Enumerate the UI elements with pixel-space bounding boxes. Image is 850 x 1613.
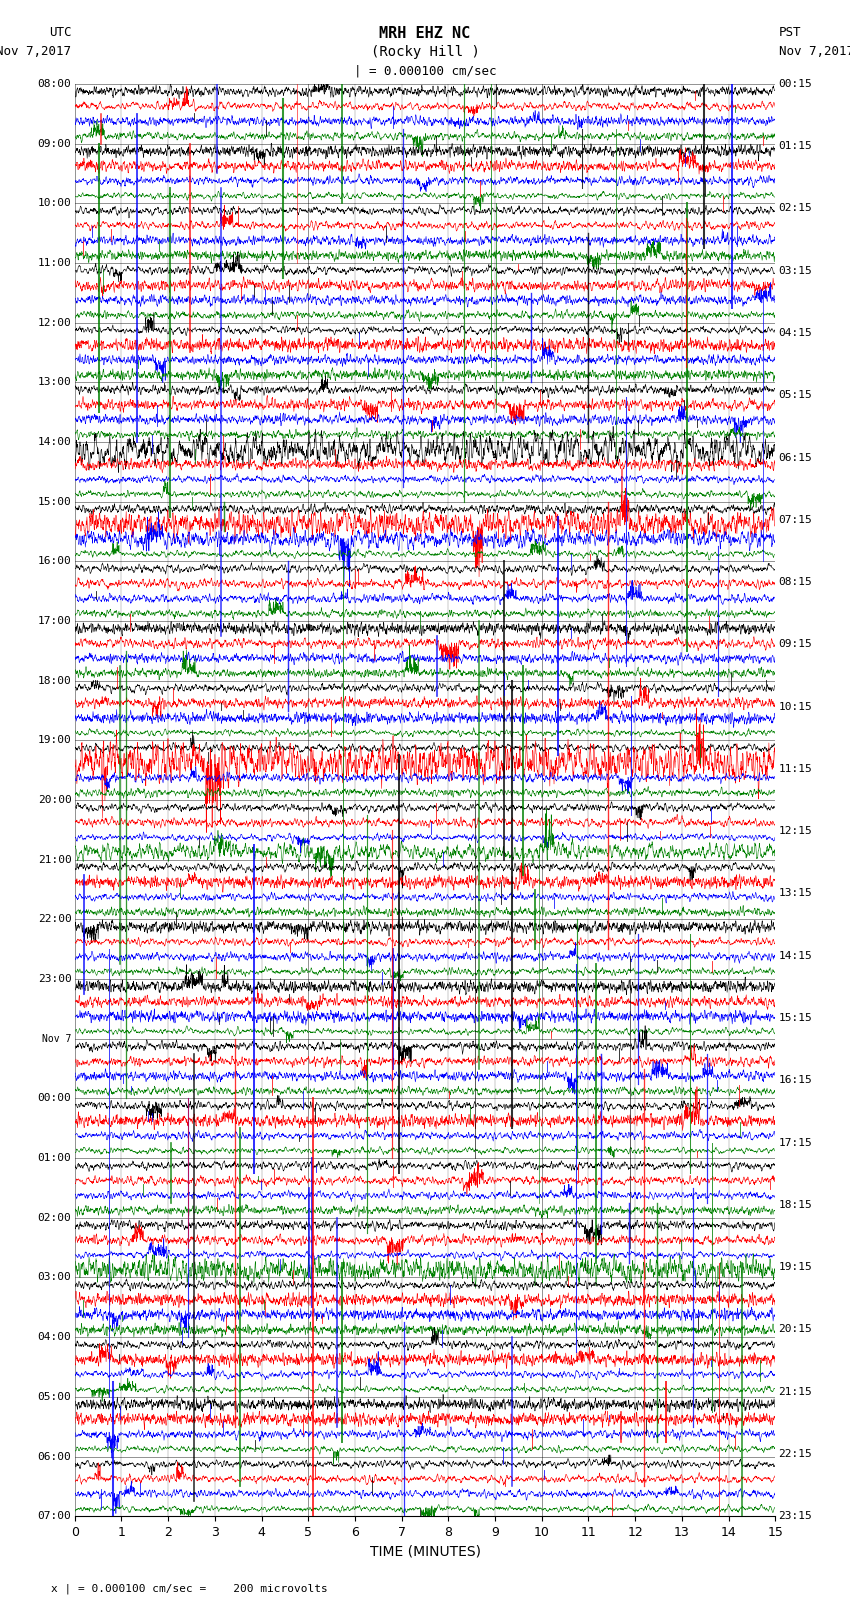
Text: 08:00: 08:00 (37, 79, 71, 89)
Text: 15:00: 15:00 (37, 497, 71, 506)
Text: 12:15: 12:15 (779, 826, 813, 836)
X-axis label: TIME (MINUTES): TIME (MINUTES) (370, 1545, 480, 1558)
Text: 13:00: 13:00 (37, 377, 71, 387)
Text: MRH EHZ NC: MRH EHZ NC (379, 26, 471, 40)
Text: 17:15: 17:15 (779, 1137, 813, 1147)
Text: 05:15: 05:15 (779, 390, 813, 400)
Text: 14:00: 14:00 (37, 437, 71, 447)
Text: Nov 7: Nov 7 (42, 1034, 71, 1044)
Text: 15:15: 15:15 (779, 1013, 813, 1023)
Text: 06:00: 06:00 (37, 1452, 71, 1461)
Text: 07:15: 07:15 (779, 515, 813, 524)
Text: 21:00: 21:00 (37, 855, 71, 865)
Text: 14:15: 14:15 (779, 950, 813, 961)
Text: 03:15: 03:15 (779, 266, 813, 276)
Text: 18:00: 18:00 (37, 676, 71, 686)
Text: 17:00: 17:00 (37, 616, 71, 626)
Text: 16:15: 16:15 (779, 1076, 813, 1086)
Text: 02:00: 02:00 (37, 1213, 71, 1223)
Text: 19:15: 19:15 (779, 1261, 813, 1273)
Text: 22:15: 22:15 (779, 1448, 813, 1458)
Text: UTC: UTC (49, 26, 71, 39)
Text: 10:15: 10:15 (779, 702, 813, 711)
Text: 23:15: 23:15 (779, 1511, 813, 1521)
Text: Nov 7,2017: Nov 7,2017 (779, 45, 850, 58)
Text: 21:15: 21:15 (779, 1387, 813, 1397)
Text: (Rocky Hill ): (Rocky Hill ) (371, 45, 479, 60)
Text: | = 0.000100 cm/sec: | = 0.000100 cm/sec (354, 65, 496, 77)
Text: 09:00: 09:00 (37, 139, 71, 148)
Text: 19:00: 19:00 (37, 736, 71, 745)
Text: 11:00: 11:00 (37, 258, 71, 268)
Text: 20:00: 20:00 (37, 795, 71, 805)
Text: 10:00: 10:00 (37, 198, 71, 208)
Text: 03:00: 03:00 (37, 1273, 71, 1282)
Text: 09:15: 09:15 (779, 639, 813, 650)
Text: 04:00: 04:00 (37, 1332, 71, 1342)
Text: x | = 0.000100 cm/sec =    200 microvolts: x | = 0.000100 cm/sec = 200 microvolts (51, 1582, 328, 1594)
Text: 22:00: 22:00 (37, 915, 71, 924)
Text: 07:00: 07:00 (37, 1511, 71, 1521)
Text: 06:15: 06:15 (779, 453, 813, 463)
Text: 01:00: 01:00 (37, 1153, 71, 1163)
Text: 00:00: 00:00 (37, 1094, 71, 1103)
Text: 11:15: 11:15 (779, 765, 813, 774)
Text: 02:15: 02:15 (779, 203, 813, 213)
Text: PST: PST (779, 26, 801, 39)
Text: 08:15: 08:15 (779, 577, 813, 587)
Text: 01:15: 01:15 (779, 142, 813, 152)
Text: 23:00: 23:00 (37, 974, 71, 984)
Text: 00:15: 00:15 (779, 79, 813, 89)
Text: 16:00: 16:00 (37, 556, 71, 566)
Text: 12:00: 12:00 (37, 318, 71, 327)
Text: 05:00: 05:00 (37, 1392, 71, 1402)
Text: 20:15: 20:15 (779, 1324, 813, 1334)
Text: 04:15: 04:15 (779, 327, 813, 339)
Text: 18:15: 18:15 (779, 1200, 813, 1210)
Text: Nov 7,2017: Nov 7,2017 (0, 45, 71, 58)
Text: 13:15: 13:15 (779, 889, 813, 898)
